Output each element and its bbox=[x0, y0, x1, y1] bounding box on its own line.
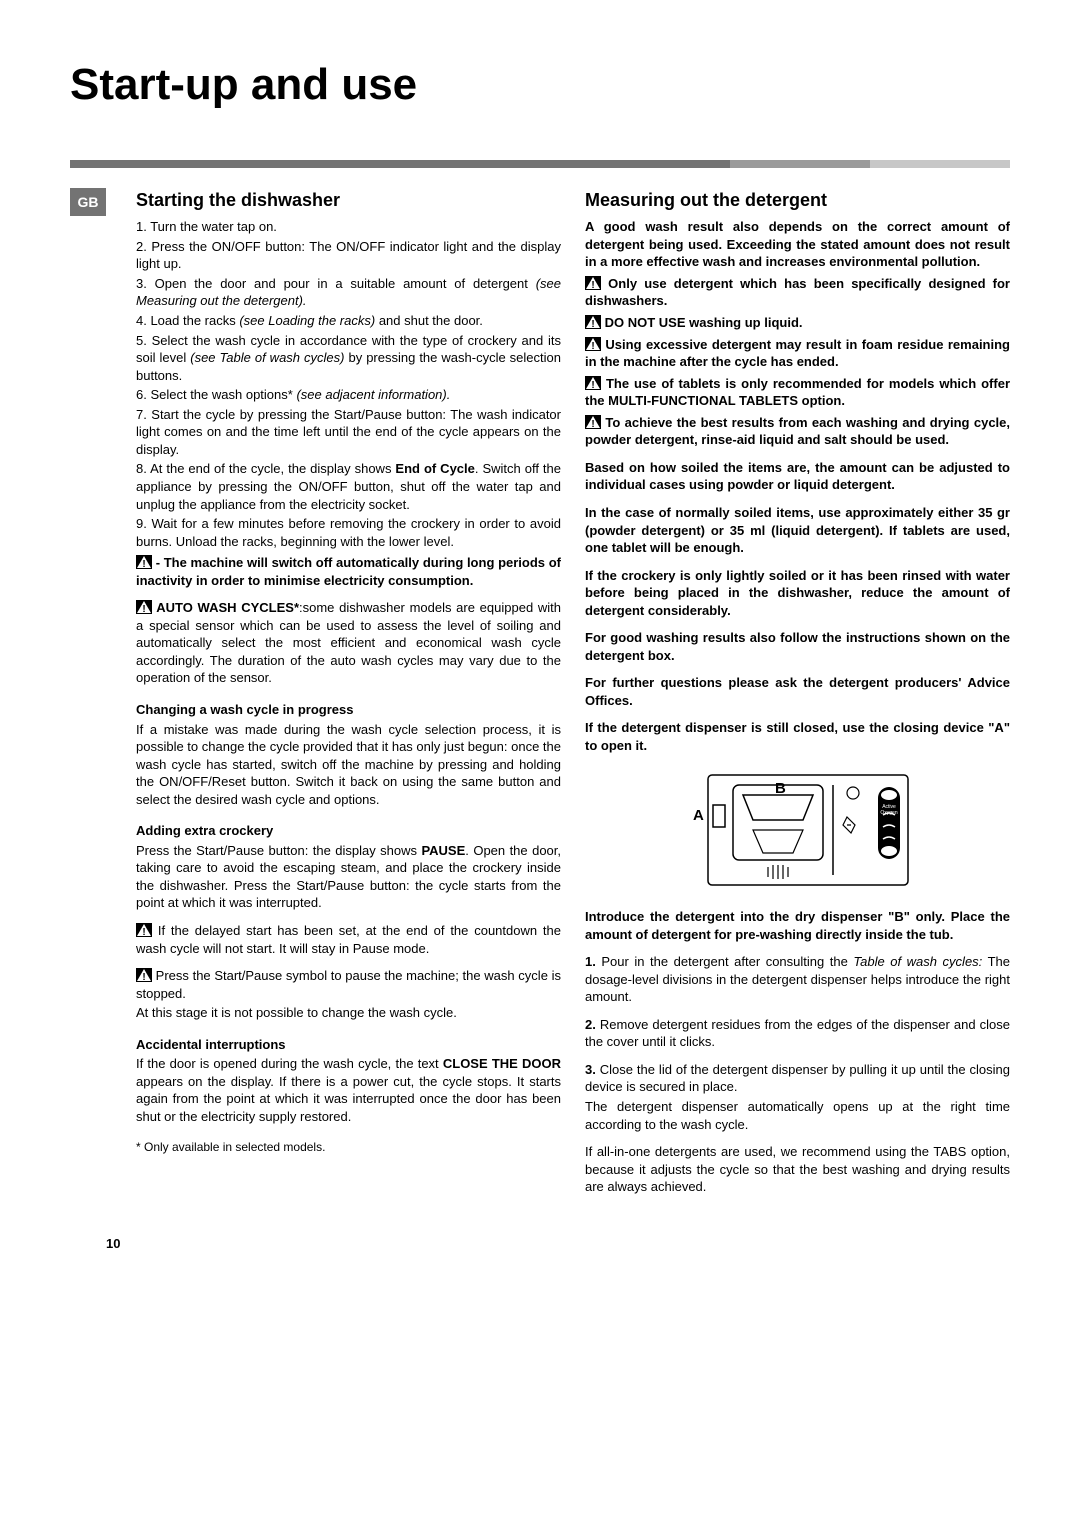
label-a: A bbox=[693, 807, 704, 824]
dispenser-diagram: A B bbox=[585, 765, 1010, 895]
step-3: 3. Open the door and pour in a suitable … bbox=[136, 275, 561, 310]
step-9: 9. Wait for a few minutes before removin… bbox=[136, 515, 561, 550]
svg-text:!: ! bbox=[142, 927, 145, 937]
svg-text:!: ! bbox=[142, 559, 145, 569]
right-column: Measuring out the detergent A good wash … bbox=[585, 188, 1010, 1206]
adding-text: Press the Start/Pause button: the displa… bbox=[136, 842, 561, 912]
subheading-accidental: Accidental interruptions bbox=[136, 1036, 561, 1054]
changing-text: If a mistake was made during the wash cy… bbox=[136, 721, 561, 809]
step-5: 5. Select the wash cycle in accordance w… bbox=[136, 332, 561, 385]
warning-icon: ! bbox=[136, 600, 152, 614]
section-heading-starting: Starting the dishwasher bbox=[136, 188, 561, 212]
adding-warn-2: ! Press the Start/Pause symbol to pause … bbox=[136, 967, 561, 1002]
svg-text:!: ! bbox=[591, 280, 594, 290]
left-column: Starting the dishwasher 1. Turn the wate… bbox=[136, 188, 561, 1206]
num-2: 2. Remove detergent residues from the ed… bbox=[585, 1016, 1010, 1051]
adding-warn-1: ! If the delayed start has been set, at … bbox=[136, 922, 561, 957]
warning-auto-off: ! - The machine will switch off automati… bbox=[136, 554, 561, 589]
p-last: If all-in-one detergents are used, we re… bbox=[585, 1143, 1010, 1196]
svg-text:!: ! bbox=[591, 341, 594, 351]
svg-text:!: ! bbox=[142, 972, 145, 982]
p-box-instructions: For good washing results also follow the… bbox=[585, 629, 1010, 664]
subheading-changing: Changing a wash cycle in progress bbox=[136, 701, 561, 719]
warning-icon: ! bbox=[585, 276, 601, 290]
warning-icon: ! bbox=[136, 923, 152, 937]
num-3: 3. Close the lid of the detergent dispen… bbox=[585, 1061, 1010, 1096]
warning-icon: ! bbox=[136, 968, 152, 982]
p-device-a: If the detergent dispenser is still clos… bbox=[585, 719, 1010, 754]
p-lightly-soil: If the crockery is only lightly soiled o… bbox=[585, 567, 1010, 620]
step-2: 2. Press the ON/OFF button: The ON/OFF i… bbox=[136, 238, 561, 273]
warning-icon: ! bbox=[585, 337, 601, 351]
p-soil-adjust: Based on how soiled the items are, the a… bbox=[585, 459, 1010, 494]
svg-text:Oxygen: Oxygen bbox=[880, 810, 897, 816]
svg-text:!: ! bbox=[591, 380, 594, 390]
warn-best-results: ! To achieve the best results from each … bbox=[585, 414, 1010, 449]
warn-tablets: ! The use of tablets is only recommended… bbox=[585, 375, 1010, 410]
footnote: * Only available in selected models. bbox=[136, 1139, 561, 1155]
p-advice-offices: For further questions please ask the det… bbox=[585, 674, 1010, 709]
accidental-text: If the door is opened during the wash cy… bbox=[136, 1055, 561, 1125]
step-6: 6. Select the wash options* (see adjacen… bbox=[136, 386, 561, 404]
divider-band bbox=[70, 160, 1010, 168]
step-7: 7. Start the cycle by pressing the Start… bbox=[136, 406, 561, 459]
page-title: Start-up and use bbox=[70, 60, 1010, 110]
warning-icon: ! bbox=[585, 415, 601, 429]
section-heading-measuring: Measuring out the detergent bbox=[585, 188, 1010, 212]
warn-excessive: ! Using excessive detergent may result i… bbox=[585, 336, 1010, 371]
warn-no-liquid: ! DO NOT USE washing up liquid. bbox=[585, 314, 1010, 332]
warning-icon: ! bbox=[585, 315, 601, 329]
adding-text-2: At this stage it is not possible to chan… bbox=[136, 1004, 561, 1022]
page-number: 10 bbox=[70, 1236, 1010, 1251]
p-after-diagram: Introduce the detergent into the dry dis… bbox=[585, 908, 1010, 943]
step-4: 4. Load the racks (see Loading the racks… bbox=[136, 312, 561, 330]
warning-icon: ! bbox=[136, 555, 152, 569]
intro-text: A good wash result also depends on the c… bbox=[585, 218, 1010, 271]
warn-designed: ! Only use detergent which has been spec… bbox=[585, 275, 1010, 310]
step-1: 1. Turn the water tap on. bbox=[136, 218, 561, 236]
svg-text:!: ! bbox=[591, 319, 594, 329]
svg-text:!: ! bbox=[591, 419, 594, 429]
num-3b: The detergent dispenser automatically op… bbox=[585, 1098, 1010, 1133]
p-normal-soil: In the case of normally soiled items, us… bbox=[585, 504, 1010, 557]
warning-icon: ! bbox=[585, 376, 601, 390]
step-8: 8. At the end of the cycle, the display … bbox=[136, 460, 561, 513]
num-1: 1. Pour in the detergent after consultin… bbox=[585, 953, 1010, 1006]
label-b: B bbox=[775, 780, 786, 797]
language-tab: GB bbox=[70, 188, 106, 216]
auto-wash-cycles: ! AUTO WASH CYCLES*:some dishwasher mode… bbox=[136, 599, 561, 687]
svg-text:!: ! bbox=[142, 604, 145, 614]
subheading-adding: Adding extra crockery bbox=[136, 822, 561, 840]
